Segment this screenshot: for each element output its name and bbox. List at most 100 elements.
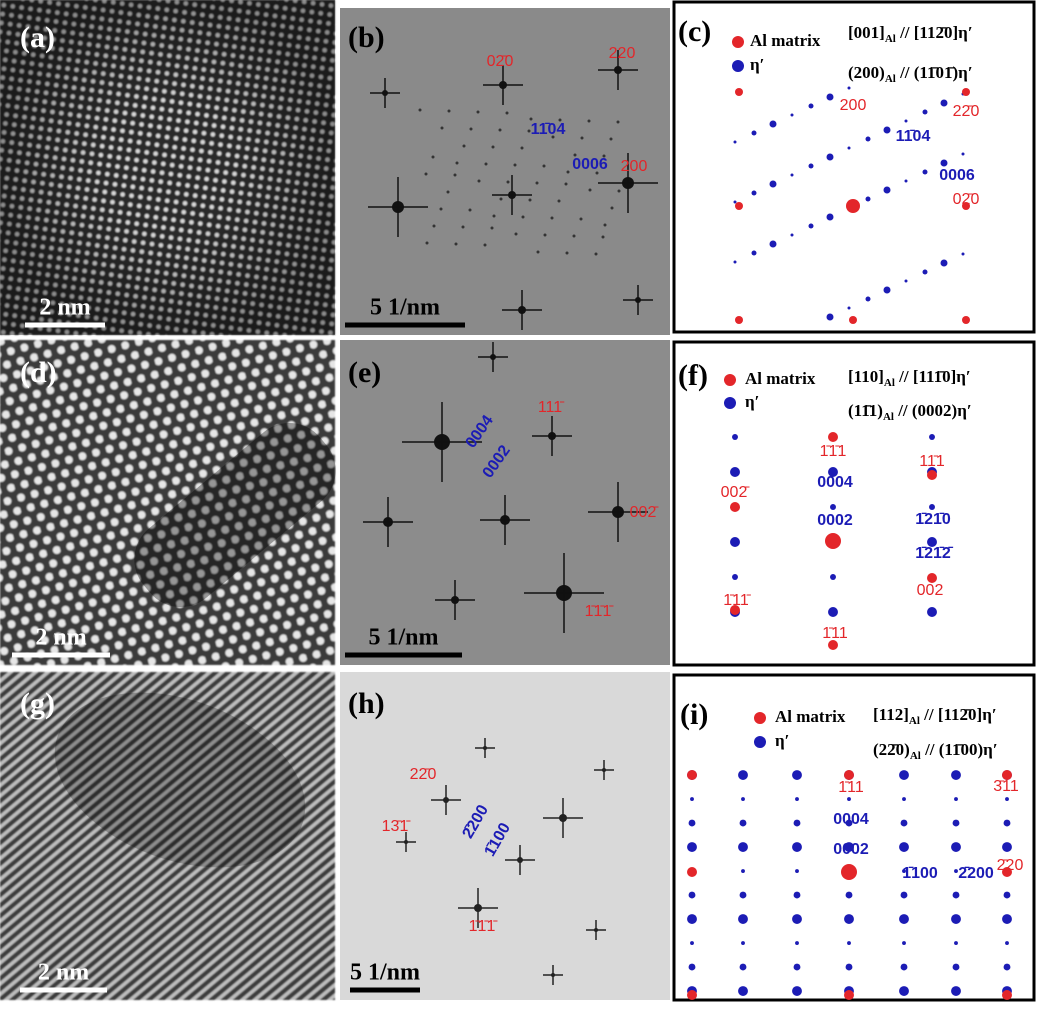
lattice-dot — [1003, 819, 1011, 827]
panel-label: (c) — [678, 15, 711, 48]
lattice-dot — [751, 250, 757, 256]
panel-label: (d) — [20, 356, 57, 389]
speckle — [425, 241, 429, 245]
spot-label: 11̄1 — [919, 453, 945, 470]
lattice-dot — [844, 990, 854, 1000]
lattice-dot — [739, 963, 747, 971]
speckle — [610, 206, 614, 210]
speckle — [461, 225, 465, 229]
relation-part: (22̄0) — [873, 740, 910, 759]
legend-label: Al matrix — [745, 369, 816, 388]
lattice-dot — [754, 712, 766, 724]
panel-label: (g) — [20, 687, 55, 720]
fft-b — [340, 8, 670, 335]
relation-part: // [111̄0]η′ — [895, 367, 971, 386]
lattice-dot — [741, 869, 745, 873]
lattice-dot — [735, 316, 743, 324]
lattice-dot — [830, 504, 836, 510]
lattice-dot — [902, 941, 906, 945]
lattice-dot — [793, 891, 801, 899]
speckle — [462, 144, 466, 148]
lattice-dot — [828, 607, 838, 617]
lattice-dot — [952, 819, 960, 827]
lattice-dot — [962, 88, 970, 96]
spot-label: 1̄1̄1̄ — [585, 603, 615, 620]
lattice-dot — [927, 537, 937, 547]
relation-part: [110] — [848, 367, 884, 386]
lattice-dot — [922, 169, 928, 175]
lattice-dot — [846, 199, 860, 213]
lattice-dot — [687, 914, 697, 924]
lattice-dot — [962, 316, 970, 324]
lattice-dot — [733, 200, 737, 204]
lattice-dot — [830, 574, 836, 580]
lattice-dot — [954, 941, 958, 945]
speckle — [431, 155, 435, 159]
speckle — [499, 197, 503, 201]
lattice-dot — [730, 537, 740, 547]
lattice-dot — [792, 986, 802, 996]
schematic-c — [672, 0, 1036, 334]
lattice-dot — [738, 770, 748, 780]
orientation-relation: (11̄1)Al // (0002)η′ — [848, 401, 972, 423]
relation-part: (11̄1) — [848, 401, 883, 420]
lattice-dot — [902, 797, 906, 801]
speckle — [542, 164, 546, 168]
spot-label: 2̄200 — [958, 865, 994, 882]
spot-label: 1̄1̄1̄ — [469, 918, 499, 935]
speckle — [513, 163, 517, 167]
speckle — [616, 120, 620, 124]
lattice-dot — [687, 990, 697, 1000]
lattice-dot — [1002, 842, 1012, 852]
spot-label: 13̄1̄ — [382, 818, 412, 835]
speckle — [617, 189, 621, 193]
orientation-relation: [110]Al // [111̄0]η′ — [848, 367, 971, 389]
legend-label: η′ — [745, 392, 759, 411]
lattice-dot — [732, 36, 744, 48]
lattice-dot — [844, 842, 854, 852]
speckle — [550, 216, 554, 220]
speckle — [587, 119, 591, 123]
lattice-dot — [769, 120, 777, 128]
relation-part: // (11̄00)η′ — [921, 740, 998, 759]
relation-part: // [112̄0]η′ — [896, 23, 973, 42]
spot-label: 0002 — [833, 841, 869, 858]
lattice-dot — [732, 574, 738, 580]
lattice-dot — [900, 963, 908, 971]
spot-label: 0006 — [939, 167, 975, 184]
spot-label: 11̄04 — [896, 128, 931, 145]
lattice-dot — [795, 797, 799, 801]
lattice-dot — [735, 202, 743, 210]
speckle — [454, 242, 458, 246]
speckle — [564, 182, 568, 186]
lattice-dot — [730, 605, 740, 615]
lattice-dot — [952, 891, 960, 899]
lattice-dot — [808, 163, 814, 169]
spot-label: 0004 — [833, 811, 869, 828]
lattice-dot — [929, 504, 935, 510]
lattice-dot — [904, 119, 908, 123]
lattice-dot — [739, 891, 747, 899]
spot-label: 200 — [840, 97, 867, 114]
spot-label: 002̄ — [721, 484, 751, 501]
scale-bar-label: 2 nm — [38, 960, 89, 986]
lattice-dot — [724, 397, 736, 409]
spot-label: 200 — [621, 158, 648, 175]
speckle — [491, 145, 495, 149]
lattice-dot — [844, 770, 854, 780]
lattice-dot — [1002, 770, 1012, 780]
speckle — [490, 226, 494, 230]
lattice-dot — [688, 819, 696, 827]
lattice-dot — [826, 313, 834, 321]
relation-part: [001] — [848, 23, 885, 42]
spot-label: 1̄21̄2̄ — [915, 545, 954, 562]
spot-label: 11̄04 — [531, 121, 566, 138]
lattice-dot — [828, 432, 838, 442]
lattice-dot — [954, 797, 958, 801]
speckle — [594, 252, 598, 256]
speckle — [476, 110, 480, 114]
lattice-dot — [688, 963, 696, 971]
speckle — [573, 153, 577, 157]
lattice-dot — [690, 797, 694, 801]
